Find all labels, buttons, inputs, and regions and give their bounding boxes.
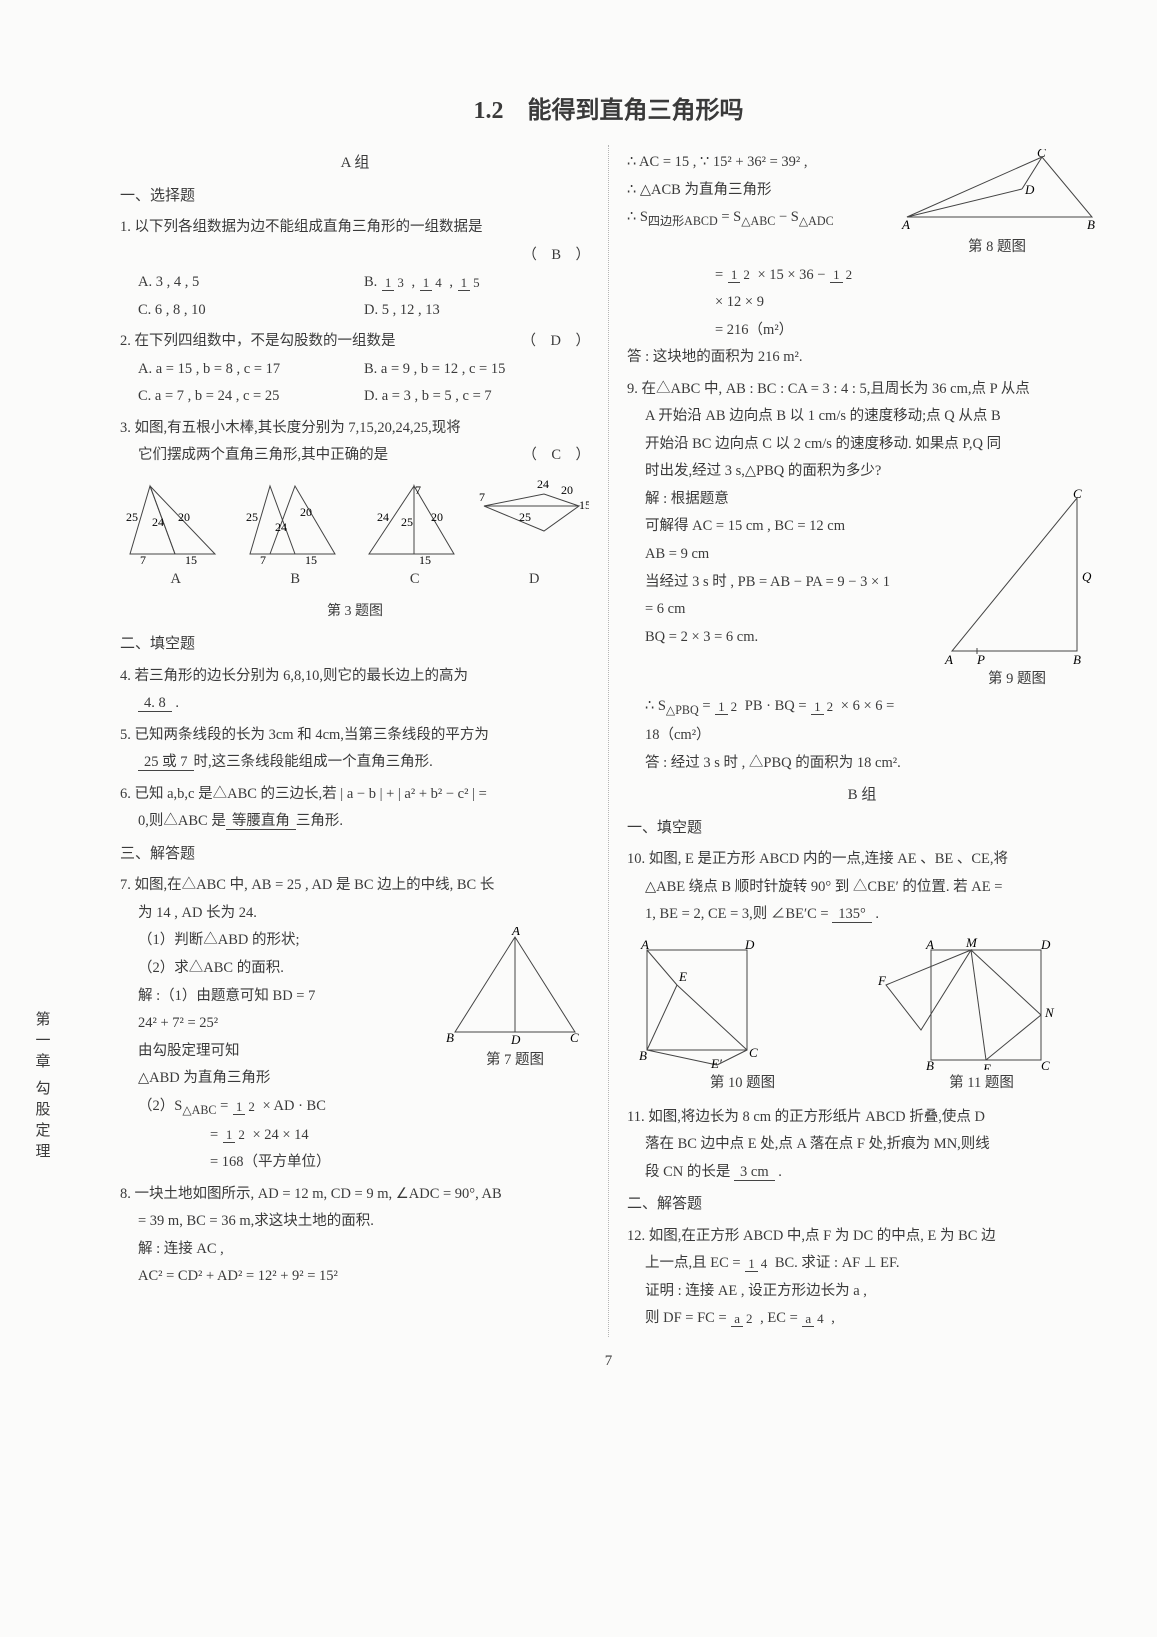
q3-figure: 25 24 20 7 15 A 25 24 — [120, 476, 590, 594]
q2-opt-d: D. a = 3 , b = 5 , c = 7 — [364, 383, 590, 411]
q10: 10. 如图, E 是正方形 ABCD 内的一点,连接 AE 、BE 、CE,将… — [627, 846, 1097, 1097]
q2-opt-a: A. a = 15 , b = 8 , c = 17 — [138, 356, 364, 384]
q10-figure: A D B C E E′ — [627, 935, 807, 1070]
svg-text:B: B — [446, 1030, 454, 1045]
q1-opt-a: A. 3 , 4 , 5 — [138, 269, 364, 297]
svg-text:C: C — [1037, 149, 1046, 160]
svg-text:24: 24 — [537, 477, 549, 491]
svg-text:D: D — [510, 1032, 521, 1047]
q3-tri-d: 7 24 20 15 25 — [479, 476, 589, 566]
svg-text:N: N — [1044, 1005, 1055, 1020]
svg-text:20: 20 — [561, 483, 573, 497]
q3-tri-b: 25 24 20 7 15 — [240, 476, 340, 566]
right-column: A B C D 第 8 题图 ∴ AC = 15 , ∵ 15² + 36² =… — [627, 145, 1097, 1337]
svg-text:E: E — [678, 969, 687, 984]
q5: 5. 已知两条线段的长为 3cm 和 4cm,当第三条线段的平方为 25 或 7… — [120, 722, 590, 777]
svg-text:E′: E′ — [710, 1056, 722, 1070]
svg-text:D: D — [744, 937, 755, 952]
q6-answer: 等腰直角 — [226, 813, 296, 830]
q2-answer: （ D ） — [522, 328, 590, 356]
q2-opt-c: C. a = 7 , b = 24 , c = 25 — [138, 383, 364, 411]
q3-answer: （ C ） — [522, 442, 590, 470]
svg-text:24: 24 — [377, 510, 389, 524]
q1: 1. 以下列各组数据为边不能组成直角三角形的一组数据是 （ B ） A. 3 ,… — [120, 214, 590, 324]
section-1-head: 一、选择题 — [120, 182, 590, 211]
q5-answer: 25 或 7 — [138, 754, 194, 771]
svg-text:24: 24 — [275, 520, 287, 534]
svg-text:C: C — [749, 1045, 758, 1060]
section-2-head: 二、填空题 — [120, 630, 590, 659]
svg-text:A: A — [925, 937, 934, 952]
q2: 2. 在下列四组数中，不是勾股数的一组数是 （ D ） A. a = 15 , … — [120, 328, 590, 411]
q3-tri-c: 7 24 25 20 15 — [359, 476, 459, 566]
section-title: 1.2 能得到直角三角形吗 — [120, 90, 1097, 125]
svg-text:B: B — [1073, 652, 1081, 666]
svg-text:F: F — [877, 973, 887, 988]
q4-answer: 4. 8 — [138, 695, 172, 712]
svg-text:20: 20 — [300, 505, 312, 519]
q11-answer: 3 cm — [734, 1164, 775, 1181]
q7-figure: A B D C — [440, 927, 590, 1047]
q2-opt-b: B. a = 9 , b = 12 , c = 15 — [364, 356, 590, 384]
q4: 4. 若三角形的边长分别为 6,8,10,则它的最长边上的高为 4. 8 . — [120, 663, 590, 718]
svg-text:7: 7 — [415, 483, 421, 497]
svg-text:M: M — [965, 935, 978, 950]
left-column: A 组 一、选择题 1. 以下列各组数据为边不能组成直角三角形的一组数据是 （ … — [120, 145, 590, 1337]
svg-text:P: P — [976, 652, 985, 666]
svg-text:24: 24 — [152, 515, 164, 529]
q3: 3. 如图,有五根小木棒,其长度分别为 7,15,20,24,25,现将 它们摆… — [120, 415, 590, 626]
q1-opt-c: C. 6 , 8 , 10 — [138, 297, 364, 325]
group-a-label: A 组 — [120, 149, 590, 178]
svg-text:A: A — [511, 927, 520, 938]
svg-text:15: 15 — [419, 553, 431, 566]
svg-text:7: 7 — [140, 553, 146, 566]
q1-opt-b: B. 13 , 14 , 15 — [364, 269, 590, 297]
svg-text:A: A — [901, 217, 910, 232]
svg-text:B: B — [1087, 217, 1095, 232]
svg-text:20: 20 — [178, 510, 190, 524]
q1-answer: （ B ） — [522, 242, 590, 270]
svg-text:C: C — [1073, 486, 1082, 501]
svg-text:D: D — [1040, 937, 1051, 952]
q9: 9. 在△ABC 中, AB : BC : CA = 3 : 4 : 5,且周长… — [627, 376, 1097, 778]
page-number: 7 — [120, 1353, 1097, 1370]
q9-figure: A P B Q C — [937, 486, 1097, 666]
svg-text:E: E — [982, 1061, 991, 1070]
q3-tri-a: 25 24 20 7 15 — [120, 476, 220, 566]
svg-text:C: C — [570, 1030, 579, 1045]
svg-text:Q: Q — [1082, 569, 1092, 584]
q6: 6. 已知 a,b,c 是△ABC 的三边长,若 | a − b | + | a… — [120, 781, 590, 836]
svg-text:15: 15 — [305, 553, 317, 566]
svg-text:D: D — [1024, 182, 1035, 197]
q1-opt-d: D. 5 , 12 , 13 — [364, 297, 590, 325]
q8-figure: A B C D — [897, 149, 1097, 234]
svg-text:15: 15 — [185, 553, 197, 566]
q11: 11. 如图,将边长为 8 cm 的正方形纸片 ABCD 折叠,使点 D 落在 … — [627, 1104, 1097, 1187]
column-divider — [608, 145, 609, 1337]
section-3-head: 三、解答题 — [120, 840, 590, 869]
svg-text:25: 25 — [401, 515, 413, 529]
svg-text:B: B — [639, 1048, 647, 1063]
svg-text:B: B — [926, 1058, 934, 1070]
q12: 12. 如图,在正方形 ABCD 中,点 F 为 DC 的中点, E 为 BC … — [627, 1223, 1097, 1333]
q7: 7. 如图,在△ABC 中, AB = 25 , AD 是 BC 边上的中线, … — [120, 872, 590, 1176]
svg-text:A: A — [944, 652, 953, 666]
svg-text:25: 25 — [519, 510, 531, 524]
svg-text:25: 25 — [246, 510, 258, 524]
q8: 8. 一块土地如图所示, AD = 12 m, CD = 9 m, ∠ADC =… — [120, 1181, 590, 1291]
svg-text:7: 7 — [260, 553, 266, 566]
section-b1-head: 一、填空题 — [627, 814, 1097, 843]
q11-figure: A D B C E F M N — [866, 935, 1066, 1070]
svg-text:25: 25 — [126, 510, 138, 524]
svg-text:C: C — [1041, 1058, 1050, 1070]
group-b-label: B 组 — [627, 781, 1097, 810]
q3-caption: 第 3 题图 — [120, 599, 590, 626]
svg-text:A: A — [640, 937, 649, 952]
svg-text:15: 15 — [579, 498, 589, 512]
q8-continued: A B C D 第 8 题图 ∴ AC = 15 , ∵ 15² + 36² =… — [627, 149, 1097, 372]
section-b2-head: 二、解答题 — [627, 1190, 1097, 1219]
svg-text:7: 7 — [479, 490, 485, 504]
svg-text:20: 20 — [431, 510, 443, 524]
q10-answer: 135° — [832, 906, 872, 923]
